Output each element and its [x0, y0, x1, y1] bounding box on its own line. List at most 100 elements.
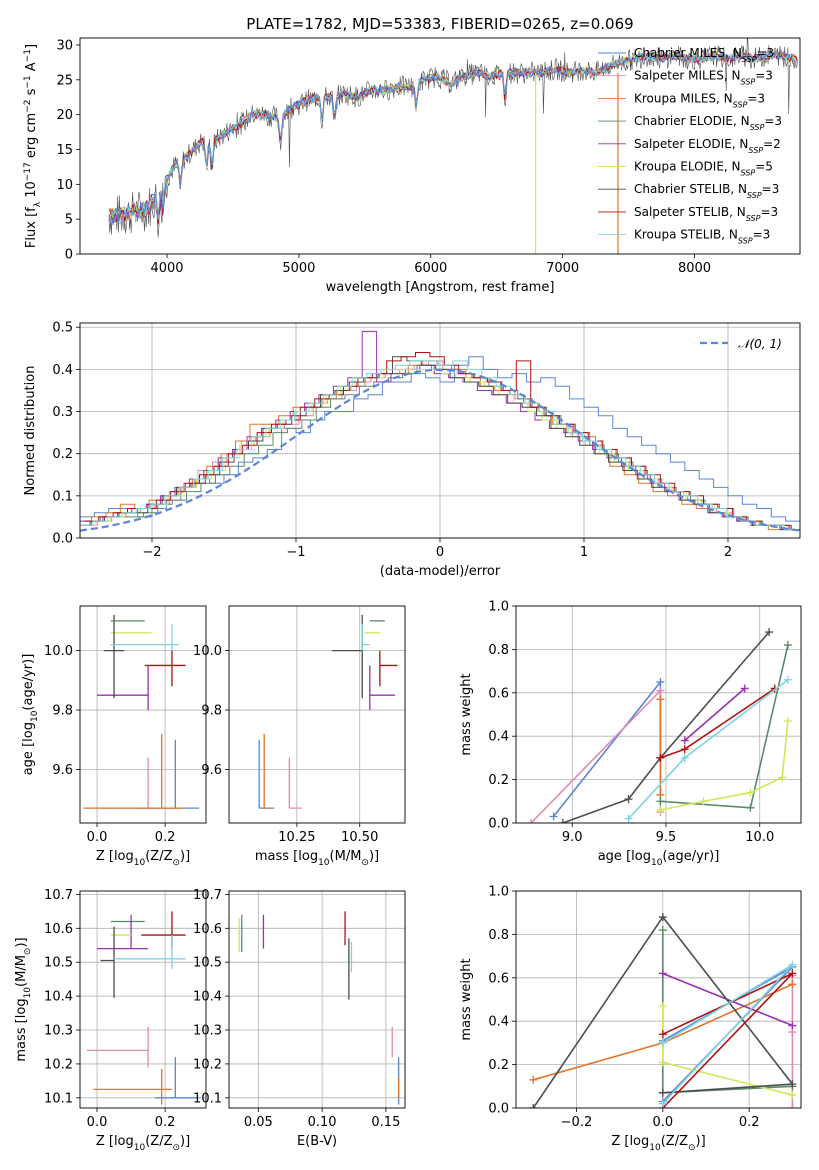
legend-entry: Chabrier ELODIE, NSSP=3 [634, 114, 782, 132]
legend-entry: Kroupa ELODIE, NSSP=5 [634, 160, 773, 178]
x-axis-label: age [log10(age/yr)] [598, 849, 720, 868]
x-axis-label: E(B-V) [297, 1134, 337, 1149]
y-tick-label: 0.5 [52, 321, 73, 336]
errorbar-salpeter-stelib [379, 650, 398, 687]
x-tick-label: 0 [436, 545, 444, 560]
point-marker [658, 926, 667, 935]
y-tick-label: 10.7 [44, 888, 73, 903]
errorbar-kroupa-miles [93, 1069, 172, 1105]
y-tick-label: 10.5 [193, 956, 222, 971]
y-tick-label: 9.8 [201, 704, 222, 719]
x-tick-label: 0.15 [371, 1115, 400, 1130]
y-tick-label: 0.0 [488, 1102, 509, 1117]
y-tick-label: 10.4 [193, 990, 222, 1005]
errorbar-kroupa-miles [263, 733, 270, 809]
y-tick-label: 10.5 [44, 956, 73, 971]
axes-frame [79, 890, 207, 1109]
point-marker [656, 805, 665, 814]
y-axis-label: mass weight [459, 673, 474, 755]
point-marker [658, 1038, 667, 1047]
legend-entry: Chabrier MILES, NSSP=3 [634, 46, 774, 64]
point-marker [746, 803, 755, 812]
y-tick-label: 0.4 [488, 730, 509, 745]
errorbar-kroupa-stelib [110, 623, 179, 651]
y-tick-label: 30 [56, 38, 73, 53]
point-marker [788, 980, 797, 989]
x-tick-label: 7000 [546, 261, 579, 276]
y-tick-label: 0.0 [52, 532, 73, 547]
point-marker [788, 960, 797, 969]
errorbar-chabrier-miles [141, 739, 200, 809]
point-marker [699, 797, 708, 806]
y-tick-label: 0.0 [488, 817, 509, 832]
x-tick-label: 8000 [678, 261, 711, 276]
point-marker [680, 745, 689, 754]
y-tick-label: 20 [56, 108, 73, 123]
point-marker [788, 1090, 797, 1099]
y-axis-label: mass [log10(M/M⊙)] [14, 937, 33, 1061]
errorbar-kroupa-stelib [114, 935, 186, 969]
errorbar-salpeter-elodie [97, 665, 149, 711]
x-tick-label: −0.2 [561, 1115, 593, 1130]
y-axis-label: Flux [fλ 10−17 erg cm−2 s−1 A−1] [23, 44, 43, 248]
errorbar-chabrier-miles [258, 739, 275, 809]
series-line-salpeter-stelib [660, 687, 776, 759]
y-tick-label: 0.8 [488, 928, 509, 943]
point-marker [680, 753, 689, 762]
x-tick-label: 10.0 [745, 830, 774, 845]
x-tick-label: 0.0 [87, 1115, 108, 1130]
errorbar-chabrier-stelib [332, 614, 363, 699]
axes-frame [515, 890, 802, 1109]
point-marker [778, 773, 787, 782]
x-tick-label: 4000 [150, 261, 183, 276]
y-tick-label: 9.8 [52, 704, 73, 719]
legend-entry: Salpeter ELODIE, NSSP=2 [634, 137, 781, 155]
series-line-chabrier-stelib [562, 631, 770, 823]
axes-frame [79, 605, 207, 824]
point-marker [783, 717, 792, 726]
series-line-salpeter-elodie [684, 687, 746, 742]
point-marker [656, 686, 665, 695]
y-axis-label: mass weight [459, 958, 474, 1040]
age-vs-metallicity-points [83, 614, 200, 809]
x-axis-label: mass [log10(M/M⊙)] [255, 849, 379, 868]
histogram-series-kroupa-miles [80, 360, 798, 531]
x-tick-label: 0.05 [244, 1115, 273, 1130]
mass-weight-vs-metallicity-series [529, 913, 797, 1108]
axes-frame [515, 605, 802, 824]
point-marker [624, 814, 633, 823]
series-line-salpeter-miles [530, 688, 662, 823]
y-tick-label: 15 [56, 143, 73, 158]
x-axis-label: (data-model)/error [380, 564, 501, 579]
y-tick-label: 0 [65, 248, 73, 263]
errorbar-kroupa-miles [83, 733, 186, 809]
errorbar-kroupa-stelib [361, 623, 370, 651]
legend-entry: Salpeter MILES, NSSP=3 [634, 69, 773, 87]
y-tick-label: 10.3 [193, 1024, 222, 1039]
x-axis-label: Z [log10(Z/Z⊙)] [611, 1134, 705, 1153]
y-tick-label: 0.3 [52, 405, 73, 420]
point-marker [658, 1058, 667, 1067]
histogram-series-salpeter-miles [82, 360, 800, 531]
normal-curve [79, 368, 801, 532]
point-marker [656, 695, 665, 704]
point-marker [765, 628, 774, 637]
histogram-panel: −2 −1 0 1 2 0.0 0.1 0.2 0.3 0.4 0.5 𝒩(0, 1) (data-mo… [23, 321, 801, 579]
x-axis-label: Z [log10(Z/Z⊙)] [96, 849, 190, 868]
point-marker [783, 641, 792, 650]
y-tick-label: 10.6 [193, 922, 222, 937]
y-tick-label: 0.2 [488, 1058, 509, 1073]
point-marker [788, 1021, 797, 1030]
age-vs-mass-panel: 10.25 10.50 9.6 9.8 10.0 mass [log10(M/M⊙)] [193, 605, 406, 868]
errorbar-salpeter-elodie [369, 665, 395, 711]
point-marker [658, 1030, 667, 1039]
histogram-series-kroupa-elodie [81, 368, 800, 531]
chart-panels: 4000 5000 6000 7000 8000051015202530waveleng… [14, 37, 802, 1153]
legend-entry: Kroupa STELIB, NSSP=3 [634, 228, 770, 246]
point-marker [783, 675, 792, 684]
point-marker [549, 812, 558, 821]
mass-weight-vs-age-panel: 9.0 9.5 10.0 0.0 0.2 0.4 0.6 0.8 1.0 age [log10(a… [459, 600, 802, 868]
point-marker [680, 736, 689, 745]
mass-weight-vs-metallicity-panel: −0.2 0.0 0.2 0.0 0.2 0.4 0.6 0.8 1.0 Z [log10(Z/Z… [459, 885, 802, 1153]
